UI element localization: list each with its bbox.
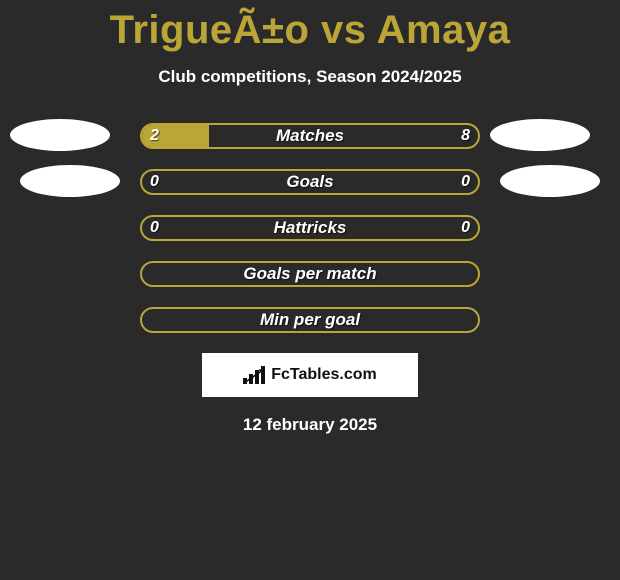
date-text: 12 february 2025 [0, 415, 620, 435]
stat-row: Hattricks0 0 [140, 215, 480, 241]
player-avatar-right [490, 119, 590, 151]
stats-container: Matches28Goals00Hattricks00Goals per mat… [0, 123, 620, 333]
page-title: TrigueÃ±o vs Amaya [0, 0, 620, 53]
player-avatar-left [10, 119, 110, 151]
stat-label: Hattricks [140, 215, 480, 241]
brand-card: FcTables.com [202, 353, 418, 397]
stat-value-right: 0 [461, 169, 470, 195]
page-subtitle: Club competitions, Season 2024/2025 [0, 67, 620, 87]
stat-value-left: 2 [150, 123, 159, 149]
comparison-card: TrigueÃ±o vs Amaya Club competitions, Se… [0, 0, 620, 580]
stat-row: Goals0 0 [140, 169, 480, 195]
stat-value-right: 0 [461, 215, 470, 241]
stat-row: Matches2 8 [140, 123, 480, 149]
bar-chart-icon [243, 366, 265, 384]
brand-name: FcTables.com [271, 366, 377, 384]
stat-label: Goals per match [140, 261, 480, 287]
stat-row: Goals per match [140, 261, 480, 287]
stat-label: Goals [140, 169, 480, 195]
player-avatar-right [500, 165, 600, 197]
stat-value-left: 0 [150, 169, 159, 195]
stat-row: Min per goal [140, 307, 480, 333]
player-avatar-left [20, 165, 120, 197]
stat-value-left: 0 [150, 215, 159, 241]
stat-label: Min per goal [140, 307, 480, 333]
stat-label: Matches [140, 123, 480, 149]
stat-value-right: 8 [461, 123, 470, 149]
